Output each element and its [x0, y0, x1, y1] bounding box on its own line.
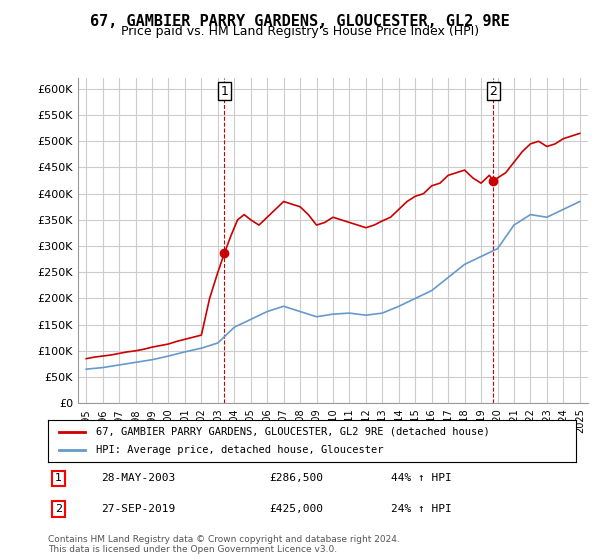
- Text: 2: 2: [55, 504, 62, 514]
- Text: 67, GAMBIER PARRY GARDENS, GLOUCESTER, GL2 9RE (detached house): 67, GAMBIER PARRY GARDENS, GLOUCESTER, G…: [95, 427, 489, 437]
- Text: Contains HM Land Registry data © Crown copyright and database right 2024.
This d: Contains HM Land Registry data © Crown c…: [48, 535, 400, 554]
- Text: 27-SEP-2019: 27-SEP-2019: [101, 504, 175, 514]
- Text: 1: 1: [220, 85, 229, 98]
- Text: HPI: Average price, detached house, Gloucester: HPI: Average price, detached house, Glou…: [95, 445, 383, 455]
- Text: £286,500: £286,500: [270, 473, 324, 483]
- Text: Price paid vs. HM Land Registry's House Price Index (HPI): Price paid vs. HM Land Registry's House …: [121, 25, 479, 38]
- Text: 1: 1: [55, 473, 62, 483]
- Text: £425,000: £425,000: [270, 504, 324, 514]
- Text: 67, GAMBIER PARRY GARDENS, GLOUCESTER, GL2 9RE: 67, GAMBIER PARRY GARDENS, GLOUCESTER, G…: [90, 14, 510, 29]
- Text: 24% ↑ HPI: 24% ↑ HPI: [391, 504, 452, 514]
- Text: 44% ↑ HPI: 44% ↑ HPI: [391, 473, 452, 483]
- Text: 28-MAY-2003: 28-MAY-2003: [101, 473, 175, 483]
- Text: 2: 2: [490, 85, 497, 98]
